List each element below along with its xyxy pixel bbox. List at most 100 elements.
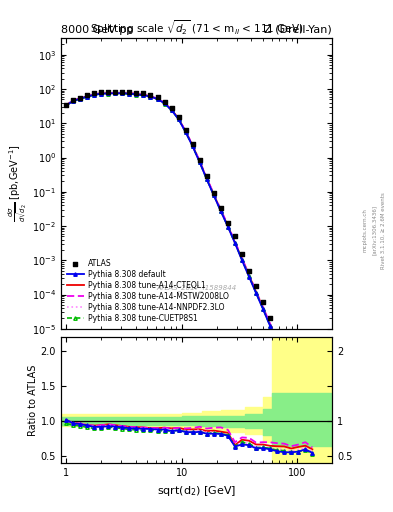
Pythia 8.308 default xyxy=(190,143,195,150)
Pythia 8.308 default xyxy=(148,94,153,100)
ATLAS xyxy=(274,330,280,338)
Pythia 8.308 tune-CUETP8S1 xyxy=(282,354,286,360)
Pythia 8.308 tune-A14-CTEQL1 xyxy=(120,90,125,96)
ATLAS xyxy=(281,345,287,353)
Pythia 8.308 default xyxy=(204,176,209,182)
ATLAS xyxy=(211,188,217,197)
Pythia 8.308 tune-CUETP8S1 xyxy=(233,240,237,246)
Pythia 8.308 tune-A14-MSTW2008LO xyxy=(303,399,308,406)
Pythia 8.308 tune-CUETP8S1 xyxy=(148,94,153,100)
Pythia 8.308 tune-A14-MSTW2008LO xyxy=(247,271,252,278)
Pythia 8.308 tune-A14-MSTW2008LO xyxy=(275,336,279,343)
Pythia 8.308 tune-A14-CTEQL1 xyxy=(134,91,139,97)
Pythia 8.308 tune-A14-CTEQL1 xyxy=(71,97,75,103)
Pythia 8.308 tune-A14-MSTW2008LO xyxy=(64,102,68,108)
Pythia 8.308 tune-A14-CTEQL1 xyxy=(155,96,160,102)
Pythia 8.308 default xyxy=(92,92,97,98)
Pythia 8.308 tune-A14-MSTW2008LO xyxy=(289,368,294,374)
Pythia 8.308 tune-A14-MSTW2008LO xyxy=(310,415,315,421)
Pythia 8.308 tune-A14-CTEQL1 xyxy=(261,305,266,311)
Pythia 8.308 tune-A14-CTEQL1 xyxy=(183,129,188,135)
Text: Z (Drell-Yan): Z (Drell-Yan) xyxy=(264,25,332,35)
Pythia 8.308 tune-A14-MSTW2008LO xyxy=(85,93,90,99)
Pythia 8.308 default xyxy=(120,90,125,96)
Pythia 8.308 tune-A14-MSTW2008LO xyxy=(268,321,272,327)
Line: Pythia 8.308 tune-A14-CTEQL1: Pythia 8.308 tune-A14-CTEQL1 xyxy=(66,93,312,418)
Pythia 8.308 tune-A14-NNPDF2.3LO xyxy=(289,370,294,376)
Pythia 8.308 tune-A14-MSTW2008LO xyxy=(141,92,146,98)
Pythia 8.308 tune-A14-CTEQL1 xyxy=(64,102,68,108)
Pythia 8.308 tune-A14-MSTW2008LO xyxy=(176,116,181,122)
Pythia 8.308 tune-A14-MSTW2008LO xyxy=(240,255,244,261)
Pythia 8.308 tune-A14-NNPDF2.3LO xyxy=(211,192,216,198)
Pythia 8.308 tune-A14-NNPDF2.3LO xyxy=(85,93,90,99)
Pythia 8.308 default xyxy=(275,339,279,346)
Pythia 8.308 tune-A14-CTEQL1 xyxy=(141,92,146,98)
Pythia 8.308 tune-CUETP8S1 xyxy=(106,91,110,97)
Pythia 8.308 tune-A14-CTEQL1 xyxy=(282,353,286,359)
Pythia 8.308 default xyxy=(233,240,237,246)
ATLAS xyxy=(154,93,161,101)
ATLAS xyxy=(239,250,245,259)
Pythia 8.308 tune-A14-NNPDF2.3LO xyxy=(233,240,237,246)
ATLAS xyxy=(162,97,168,105)
Pythia 8.308 tune-A14-MSTW2008LO xyxy=(211,191,216,197)
Line: Pythia 8.308 default: Pythia 8.308 default xyxy=(64,92,314,421)
Pythia 8.308 tune-A14-MSTW2008LO xyxy=(99,90,104,96)
Pythia 8.308 tune-A14-MSTW2008LO xyxy=(71,97,75,103)
Pythia 8.308 tune-CUETP8S1 xyxy=(190,143,195,150)
Pythia 8.308 tune-A14-MSTW2008LO xyxy=(226,222,230,228)
Pythia 8.308 tune-A14-CTEQL1 xyxy=(176,116,181,122)
Pythia 8.308 default xyxy=(71,98,75,104)
Pythia 8.308 tune-CUETP8S1 xyxy=(197,159,202,165)
ATLAS xyxy=(140,89,147,97)
Title: Splitting scale $\sqrt{d_2}$ (71 < m$_{ll}$ < 111 GeV): Splitting scale $\sqrt{d_2}$ (71 < m$_{l… xyxy=(90,18,303,37)
ATLAS xyxy=(267,314,273,323)
Pythia 8.308 tune-A14-NNPDF2.3LO xyxy=(141,92,146,98)
Pythia 8.308 tune-CUETP8S1 xyxy=(127,91,132,97)
Pythia 8.308 tune-CUETP8S1 xyxy=(219,208,223,215)
Pythia 8.308 tune-A14-CTEQL1 xyxy=(106,90,110,96)
Pythia 8.308 tune-A14-CTEQL1 xyxy=(240,256,244,262)
Pythia 8.308 tune-A14-CTEQL1 xyxy=(197,159,202,165)
Text: ATLAS_2017_I1589844: ATLAS_2017_I1589844 xyxy=(156,284,237,291)
Pythia 8.308 tune-CUETP8S1 xyxy=(296,386,301,392)
Pythia 8.308 default xyxy=(197,159,202,165)
Pythia 8.308 tune-A14-NNPDF2.3LO xyxy=(113,90,118,96)
Pythia 8.308 tune-A14-CTEQL1 xyxy=(169,106,174,113)
ATLAS xyxy=(309,407,316,415)
Pythia 8.308 tune-CUETP8S1 xyxy=(183,129,188,135)
Pythia 8.308 tune-A14-MSTW2008LO xyxy=(197,158,202,164)
Text: [arXiv:1306.3436]: [arXiv:1306.3436] xyxy=(372,205,376,255)
ATLAS xyxy=(147,91,154,99)
Pythia 8.308 tune-A14-CTEQL1 xyxy=(99,90,104,96)
Pythia 8.308 default xyxy=(64,102,68,109)
Pythia 8.308 tune-CUETP8S1 xyxy=(204,176,209,182)
Pythia 8.308 tune-A14-MSTW2008LO xyxy=(148,93,153,99)
Pythia 8.308 tune-A14-CTEQL1 xyxy=(310,415,315,421)
ATLAS xyxy=(77,94,83,102)
Pythia 8.308 default xyxy=(282,355,286,361)
Pythia 8.308 tune-CUETP8S1 xyxy=(303,402,308,408)
Pythia 8.308 tune-A14-MSTW2008LO xyxy=(183,129,188,135)
Pythia 8.308 tune-CUETP8S1 xyxy=(134,92,139,98)
Pythia 8.308 default xyxy=(127,91,132,97)
Pythia 8.308 tune-A14-CTEQL1 xyxy=(254,289,259,295)
Pythia 8.308 tune-A14-NNPDF2.3LO xyxy=(240,257,244,263)
Pythia 8.308 tune-A14-NNPDF2.3LO xyxy=(303,401,308,408)
Pythia 8.308 tune-A14-CTEQL1 xyxy=(148,93,153,99)
Pythia 8.308 tune-A14-CTEQL1 xyxy=(219,208,223,214)
Pythia 8.308 tune-A14-CTEQL1 xyxy=(127,90,132,96)
Pythia 8.308 default xyxy=(113,90,118,96)
Pythia 8.308 tune-A14-CTEQL1 xyxy=(85,93,90,99)
Pythia 8.308 tune-A14-NNPDF2.3LO xyxy=(127,91,132,97)
Pythia 8.308 tune-A14-CTEQL1 xyxy=(78,95,83,101)
ATLAS xyxy=(260,298,266,306)
Pythia 8.308 tune-A14-NNPDF2.3LO xyxy=(106,90,110,96)
Pythia 8.308 tune-CUETP8S1 xyxy=(120,91,125,97)
ATLAS xyxy=(119,88,125,96)
Pythia 8.308 tune-A14-CTEQL1 xyxy=(162,100,167,106)
Pythia 8.308 default xyxy=(169,107,174,113)
Pythia 8.308 tune-CUETP8S1 xyxy=(176,116,181,122)
ATLAS xyxy=(126,88,132,96)
